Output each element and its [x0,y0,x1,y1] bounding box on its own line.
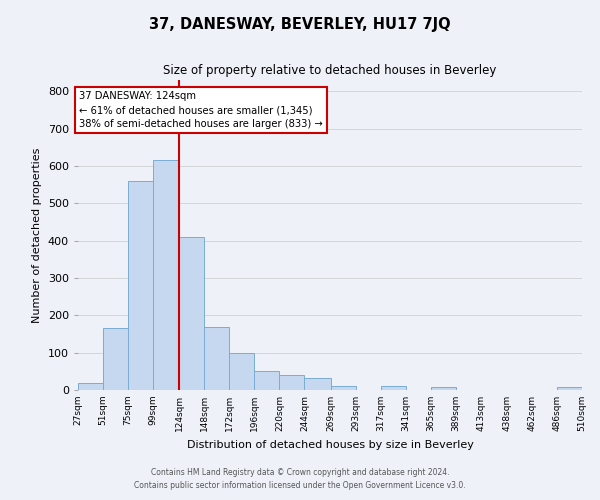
Bar [304,378,331,390]
Text: 37, DANESWAY, BEVERLEY, HU17 7JQ: 37, DANESWAY, BEVERLEY, HU17 7JQ [149,18,451,32]
Bar [254,372,280,390]
Text: Contains HM Land Registry data © Crown copyright and database right 2024.: Contains HM Land Registry data © Crown c… [151,468,449,477]
Text: 37 DANESWAY: 124sqm
← 61% of detached houses are smaller (1,345)
38% of semi-det: 37 DANESWAY: 124sqm ← 61% of detached ho… [79,91,323,129]
Y-axis label: Number of detached properties: Number of detached properties [32,148,42,322]
Bar [380,386,406,390]
Bar [431,387,456,390]
Bar [128,181,153,390]
Bar [229,352,254,390]
Bar [280,375,304,390]
Bar [153,160,179,390]
Bar [78,382,103,390]
Bar [331,386,356,390]
Bar [103,328,128,390]
Bar [179,237,204,390]
X-axis label: Distribution of detached houses by size in Beverley: Distribution of detached houses by size … [187,440,473,450]
Text: Contains public sector information licensed under the Open Government Licence v3: Contains public sector information licen… [134,480,466,490]
Bar [204,326,229,390]
Title: Size of property relative to detached houses in Beverley: Size of property relative to detached ho… [163,64,497,78]
Bar [557,387,582,390]
